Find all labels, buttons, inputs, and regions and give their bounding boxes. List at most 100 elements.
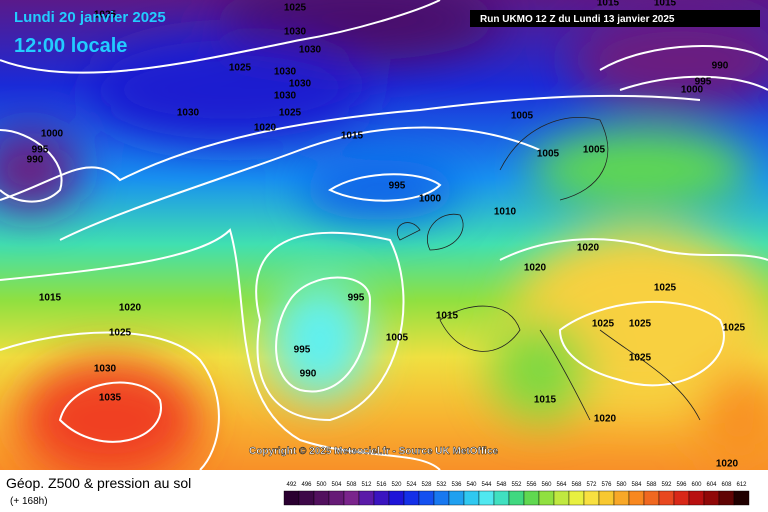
isobar-label: 1005 bbox=[537, 149, 560, 160]
isobar-label: 1015 bbox=[341, 131, 364, 142]
legend-label: 604 bbox=[706, 482, 717, 488]
isobar-label: 1005 bbox=[386, 333, 409, 344]
isobar-label: 990 bbox=[712, 61, 729, 72]
legend-label: 496 bbox=[301, 482, 312, 488]
legend-label: 612 bbox=[736, 482, 747, 488]
legend-label: 516 bbox=[376, 482, 387, 488]
legend-swatch bbox=[373, 490, 390, 506]
isobar-label: 995 bbox=[389, 181, 406, 192]
isobar-label: 1005 bbox=[583, 145, 606, 156]
legend-swatch bbox=[688, 490, 705, 506]
isobar-label: 1025 bbox=[629, 319, 652, 330]
isobar-label: 995 bbox=[348, 293, 365, 304]
legend: 492 496 500 504 508 512 516 520 524 528 532 536 540 5… bbox=[283, 482, 750, 506]
isobar-label: 1015 bbox=[39, 293, 62, 304]
legend-label: 568 bbox=[571, 482, 582, 488]
legend-swatch bbox=[343, 490, 360, 506]
legend-swatch bbox=[568, 490, 585, 506]
legend-label: 592 bbox=[661, 482, 672, 488]
legend-swatch bbox=[703, 490, 720, 506]
isobar-label: 990 bbox=[300, 369, 317, 380]
isobar-label: 995 bbox=[32, 145, 49, 156]
isobar-label: 1020 bbox=[524, 263, 547, 274]
isobar-label: 1025 bbox=[654, 283, 677, 294]
isobar-label: 1020 bbox=[716, 459, 739, 470]
legend-label: 524 bbox=[406, 482, 417, 488]
legend-swatch bbox=[403, 490, 420, 506]
legend-swatch bbox=[493, 490, 510, 506]
map-field bbox=[0, 0, 768, 480]
legend-swatch bbox=[388, 490, 405, 506]
legend-label: 556 bbox=[526, 482, 537, 488]
legend-label: 528 bbox=[421, 482, 432, 488]
legend-label: 560 bbox=[541, 482, 552, 488]
legend-swatch bbox=[553, 490, 570, 506]
legend-label: 580 bbox=[616, 482, 627, 488]
legend-label: 596 bbox=[676, 482, 687, 488]
legend-label: 500 bbox=[316, 482, 327, 488]
isobar-label: 1025 bbox=[592, 319, 615, 330]
legend-label: 544 bbox=[481, 482, 492, 488]
legend-swatch bbox=[478, 490, 495, 506]
legend-swatch bbox=[628, 490, 645, 506]
isobar-label: 1030 bbox=[299, 45, 322, 56]
legend-label: 532 bbox=[436, 482, 447, 488]
footer-subtitle: (+ 168h) bbox=[10, 496, 48, 507]
legend-swatch bbox=[658, 490, 675, 506]
isobars bbox=[0, 0, 768, 470]
date: Lundi 20 janvier 2025 bbox=[14, 9, 166, 26]
legend-label: 552 bbox=[511, 482, 522, 488]
legend-swatch bbox=[718, 490, 735, 506]
legend-label: 600 bbox=[691, 482, 702, 488]
legend-swatch bbox=[583, 490, 600, 506]
time: 12:00 locale bbox=[14, 35, 127, 57]
legend-swatch bbox=[508, 490, 525, 506]
isobar-label: 1030 bbox=[284, 27, 307, 38]
isobar-label: 1020 bbox=[119, 303, 142, 314]
legend-swatch bbox=[418, 490, 435, 506]
legend-swatch bbox=[283, 490, 300, 506]
isobar-label: 1025 bbox=[629, 353, 652, 364]
legend-label: 508 bbox=[346, 482, 357, 488]
isobar-label: 1000 bbox=[681, 85, 704, 96]
legend-swatch bbox=[523, 490, 540, 506]
isobar-label: 1020 bbox=[577, 243, 600, 254]
legend-label: 540 bbox=[466, 482, 477, 488]
legend-label: 504 bbox=[331, 482, 342, 488]
legend-label: 576 bbox=[601, 482, 612, 488]
isobar-label: 1025 bbox=[279, 108, 302, 119]
isobar-label: 1030 bbox=[94, 364, 117, 375]
isobar-label: 1035 bbox=[99, 393, 122, 404]
footer-title: Géop. Z500 & pression au sol bbox=[6, 475, 191, 491]
legend-swatch bbox=[298, 490, 315, 506]
run-box bbox=[470, 10, 760, 27]
isobar-label: 1015 bbox=[534, 395, 557, 406]
legend-label: 608 bbox=[721, 482, 732, 488]
legend-label: 564 bbox=[556, 482, 567, 488]
legend-swatch bbox=[463, 490, 480, 506]
isobar-label: 1030 bbox=[177, 108, 200, 119]
legend-label: 492 bbox=[286, 482, 297, 488]
legend-swatch bbox=[673, 490, 690, 506]
legend-swatch bbox=[643, 490, 660, 506]
legend-swatch bbox=[613, 490, 630, 506]
isobar-label: 1025 bbox=[229, 63, 252, 74]
isobar-label: 1015 bbox=[654, 0, 677, 9]
legend-label: 512 bbox=[361, 482, 372, 488]
isobar-label: 1000 bbox=[419, 194, 442, 205]
legend-swatch bbox=[448, 490, 465, 506]
coastlines bbox=[397, 117, 701, 421]
legend-swatch bbox=[598, 490, 615, 506]
legend-label: 536 bbox=[451, 482, 462, 488]
isobar-label: 1020 bbox=[594, 414, 617, 425]
legend-swatch bbox=[358, 490, 375, 506]
isobar-label: 1015 bbox=[436, 311, 459, 322]
legend-label: 588 bbox=[646, 482, 657, 488]
legend-label: 584 bbox=[631, 482, 642, 488]
isobar-label: 1025 bbox=[94, 10, 117, 21]
isobar-label: 1000 bbox=[41, 129, 64, 140]
legend-swatch bbox=[328, 490, 345, 506]
